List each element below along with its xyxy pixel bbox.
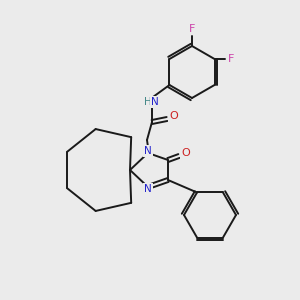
Text: F: F	[228, 54, 235, 64]
Text: N: N	[144, 184, 152, 194]
Text: H: H	[144, 97, 152, 107]
Text: O: O	[169, 111, 178, 121]
Text: N: N	[144, 146, 152, 156]
Text: O: O	[182, 148, 190, 158]
Text: N: N	[151, 97, 159, 107]
Text: F: F	[189, 24, 195, 34]
